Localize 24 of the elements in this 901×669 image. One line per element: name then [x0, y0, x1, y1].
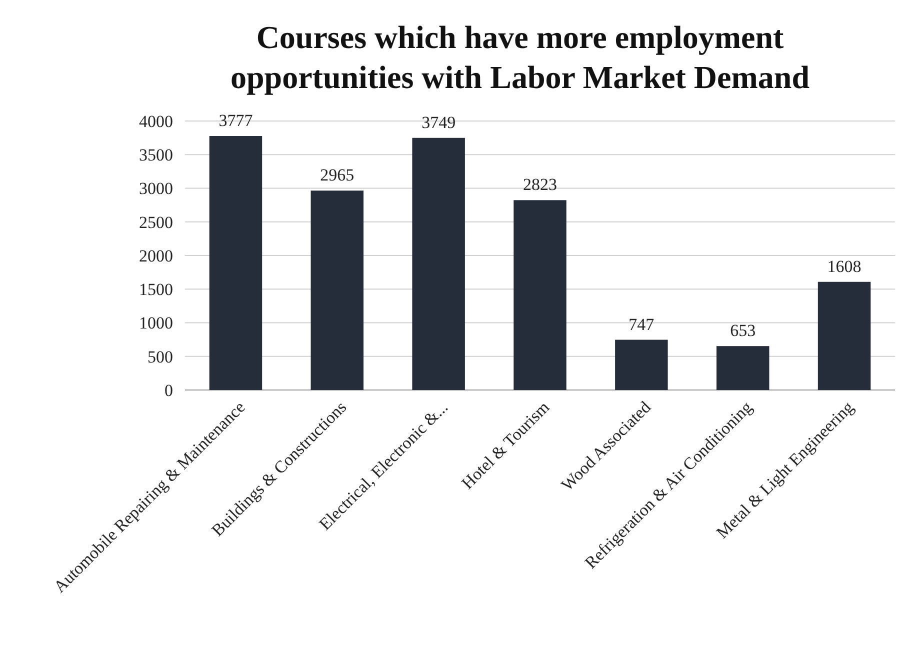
bar [514, 200, 566, 390]
data-label: 2965 [320, 166, 354, 185]
data-label: 653 [730, 321, 756, 340]
y-tick-label: 4000 [139, 112, 173, 131]
y-tick-label: 500 [148, 347, 173, 366]
y-tick-label: 1000 [139, 314, 173, 333]
data-label: 3749 [422, 112, 456, 132]
bar [209, 136, 262, 390]
y-tick-label: 3000 [139, 179, 173, 198]
y-tick-label: 1500 [139, 280, 173, 300]
y-tick-label: 2500 [139, 212, 173, 232]
y-tick-label: 2000 [139, 246, 173, 266]
data-label: 1608 [827, 256, 862, 276]
bar [412, 138, 465, 390]
bar [716, 346, 770, 390]
data-label: 2823 [523, 175, 557, 194]
bar [615, 340, 668, 390]
data-label: 747 [628, 314, 655, 334]
bar [818, 282, 871, 390]
data-label: 3777 [218, 110, 254, 130]
bar [310, 190, 364, 390]
y-tick-label: 3500 [139, 146, 173, 165]
y-tick-label: 0 [164, 380, 173, 400]
chart-title: Courses which have more employment opportunities with Labor Market Demand [230, 19, 810, 95]
